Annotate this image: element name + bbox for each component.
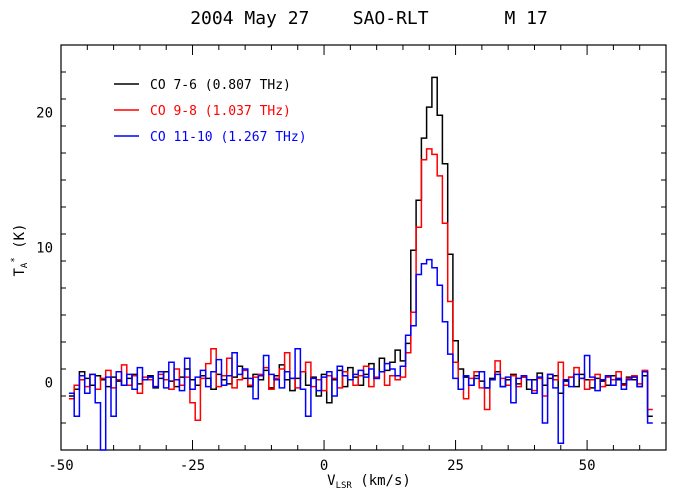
legend-label-2: CO 11-10 (1.267 THz): [150, 130, 307, 145]
x-tick-label: 0: [320, 458, 328, 474]
plot-frame: [60, 44, 667, 451]
y-tick-label: 10: [36, 241, 53, 257]
chart-title: 2004 May 27 SAO-RLT M 17: [190, 8, 548, 29]
x-axis-label-sub: LSR: [336, 481, 353, 490]
y-tick-label: 20: [36, 106, 53, 122]
series-layer: [68, 76, 653, 451]
x-tick-label: 25: [447, 458, 464, 474]
y-tick-label: 0: [45, 376, 53, 392]
x-tick-label: -25: [180, 458, 205, 474]
plot-area: -50 -25 0 25 50 0 10 20: [36, 44, 667, 474]
x-tick-label: 50: [579, 458, 596, 474]
tick-layer: -50 -25 0 25 50 0 10 20: [36, 44, 667, 474]
x-axis-label-rest: (km/s): [352, 473, 411, 489]
series-line-0: [68, 76, 653, 418]
y-axis-label: TA* (K): [10, 224, 30, 277]
x-tick-label: -50: [48, 458, 73, 474]
series-line-1: [68, 148, 653, 422]
legend: CO 7-6 (0.807 THz) CO 9-8 (1.037 THz) CO 1…: [114, 78, 307, 145]
legend-label-0: CO 7-6 (0.807 THz): [150, 78, 291, 93]
y-axis-label-rest: (K): [12, 224, 28, 258]
x-axis-label: VLSR (km/s): [327, 473, 411, 490]
y-axis-label-sup: *: [10, 257, 20, 262]
x-axis-label-main: V: [327, 473, 336, 489]
y-axis-label-main: T: [12, 268, 28, 277]
series-line-2: [68, 258, 653, 451]
y-axis-label-sub: A: [20, 262, 30, 268]
legend-label-1: CO 9-8 (1.037 THz): [150, 104, 291, 119]
